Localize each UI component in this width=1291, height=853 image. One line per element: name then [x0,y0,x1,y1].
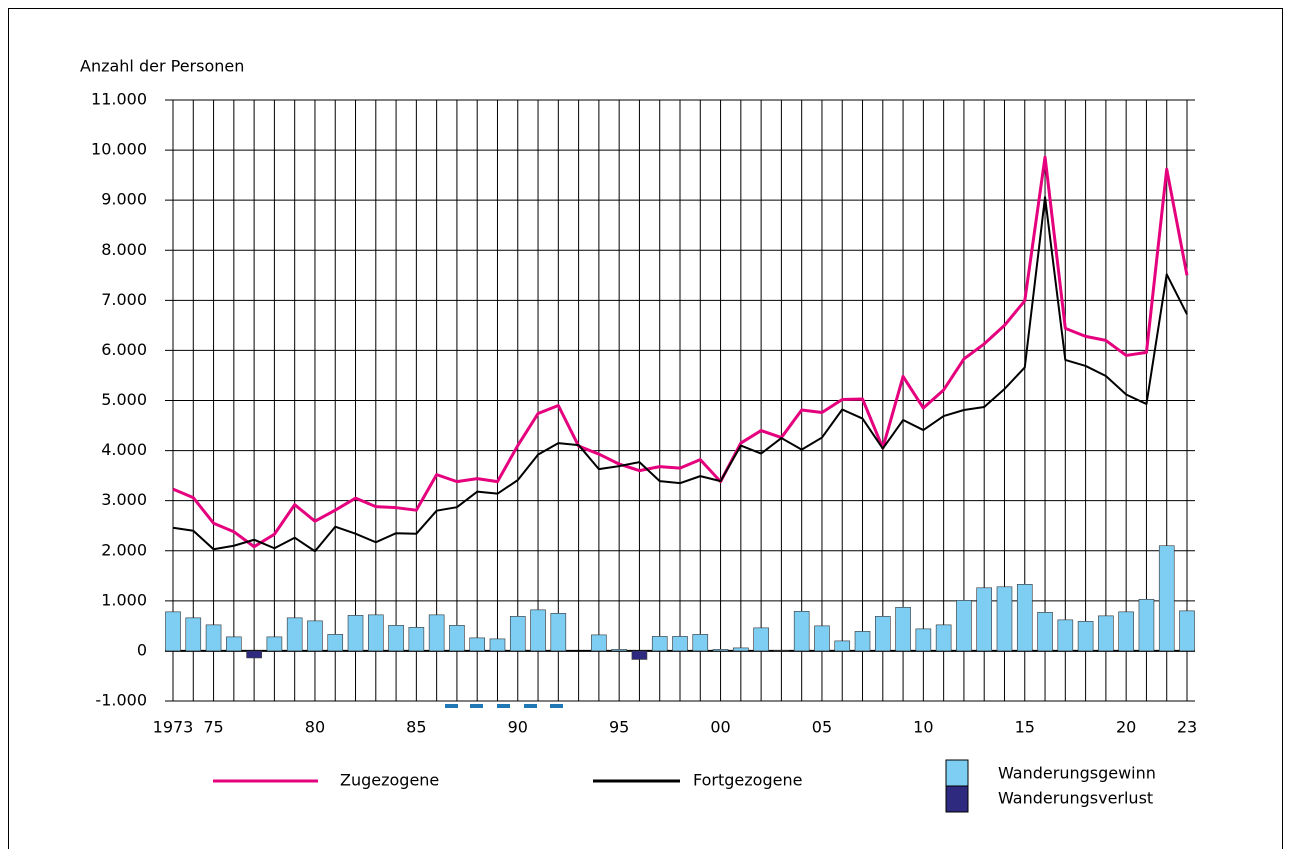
bar [1057,619,1074,652]
bar [611,649,627,652]
y-tick-label: 10.000 [91,140,147,159]
x-tick-label: 05 [812,718,832,737]
line-series [172,196,1188,553]
x-tick-label: 00 [710,718,730,737]
bar [408,627,425,652]
bar [286,617,303,652]
bar [246,650,262,659]
x-tick-label: 23 [1177,718,1197,737]
legend-swatch [945,785,969,813]
bar [874,616,891,652]
bar [530,609,546,652]
y-tick-label: 1.000 [101,590,147,609]
bar [1037,612,1053,652]
bar [976,587,993,652]
bar [185,617,202,652]
x-tick-label: 20 [1116,718,1136,737]
bar [347,615,364,652]
y-tick-label: 2.000 [101,540,147,559]
bar [1179,610,1195,652]
bar [895,607,911,652]
line-series [172,155,1189,549]
x-tick-label: 15 [1015,718,1035,737]
y-tick-label: 5.000 [101,390,147,409]
legend-swatch [945,759,969,787]
bar [449,625,465,652]
bar [814,625,830,652]
bar [1158,545,1175,652]
bar [712,649,729,652]
bar [1098,615,1114,652]
y-tick-label: 0 [137,640,147,659]
bar [915,628,932,652]
bar [428,614,445,652]
bar [753,627,769,652]
bar [489,638,506,652]
bar [733,647,749,652]
bar [388,625,404,652]
legend-label: Wanderungsverlust [998,789,1153,808]
bar [1077,621,1094,652]
x-tick-label: 90 [508,718,528,737]
x-tick-label: 75 [203,718,223,737]
x-tick-label: 10 [913,718,933,737]
bar [834,640,851,652]
bar [266,636,283,652]
bar [205,624,222,652]
frame [8,8,1283,853]
bar [591,634,607,652]
y-tick-label: 11.000 [91,90,147,109]
y-tick-label: -1.000 [95,691,147,710]
y-tick-label: 7.000 [101,290,147,309]
x-tick-label: 85 [406,718,426,737]
y-tick-label: 8.000 [101,240,147,259]
bar [307,620,323,652]
bar [469,637,486,652]
y-tick-label: 9.000 [101,190,147,209]
y-tick-label: 4.000 [101,440,147,459]
legend-label: Fortgezogene [693,771,802,790]
bar [692,634,709,652]
bar [631,650,648,660]
bar [509,616,526,652]
bar [996,586,1013,652]
bar [1118,611,1134,652]
bar [773,650,790,652]
legend-label: Zugezogene [340,771,439,790]
legend-label: Wanderungsgewinn [998,764,1156,783]
bar [1138,599,1155,652]
bar [226,636,242,652]
bar [651,636,668,652]
bar [367,614,384,652]
x-tick-label: 80 [305,718,325,737]
bar [672,636,688,652]
bar [327,634,344,652]
bar [550,613,567,652]
y-axis-title: Anzahl der Personen [80,57,244,76]
bar [956,600,972,652]
bar [165,611,181,652]
bar [1016,584,1033,652]
x-tick-label: 95 [609,718,629,737]
y-tick-label: 3.000 [101,490,147,509]
bar [935,624,952,652]
bar [854,631,871,652]
x-tick-label: 1973 [153,718,194,737]
y-tick-label: 6.000 [101,340,147,359]
bar [793,611,810,652]
